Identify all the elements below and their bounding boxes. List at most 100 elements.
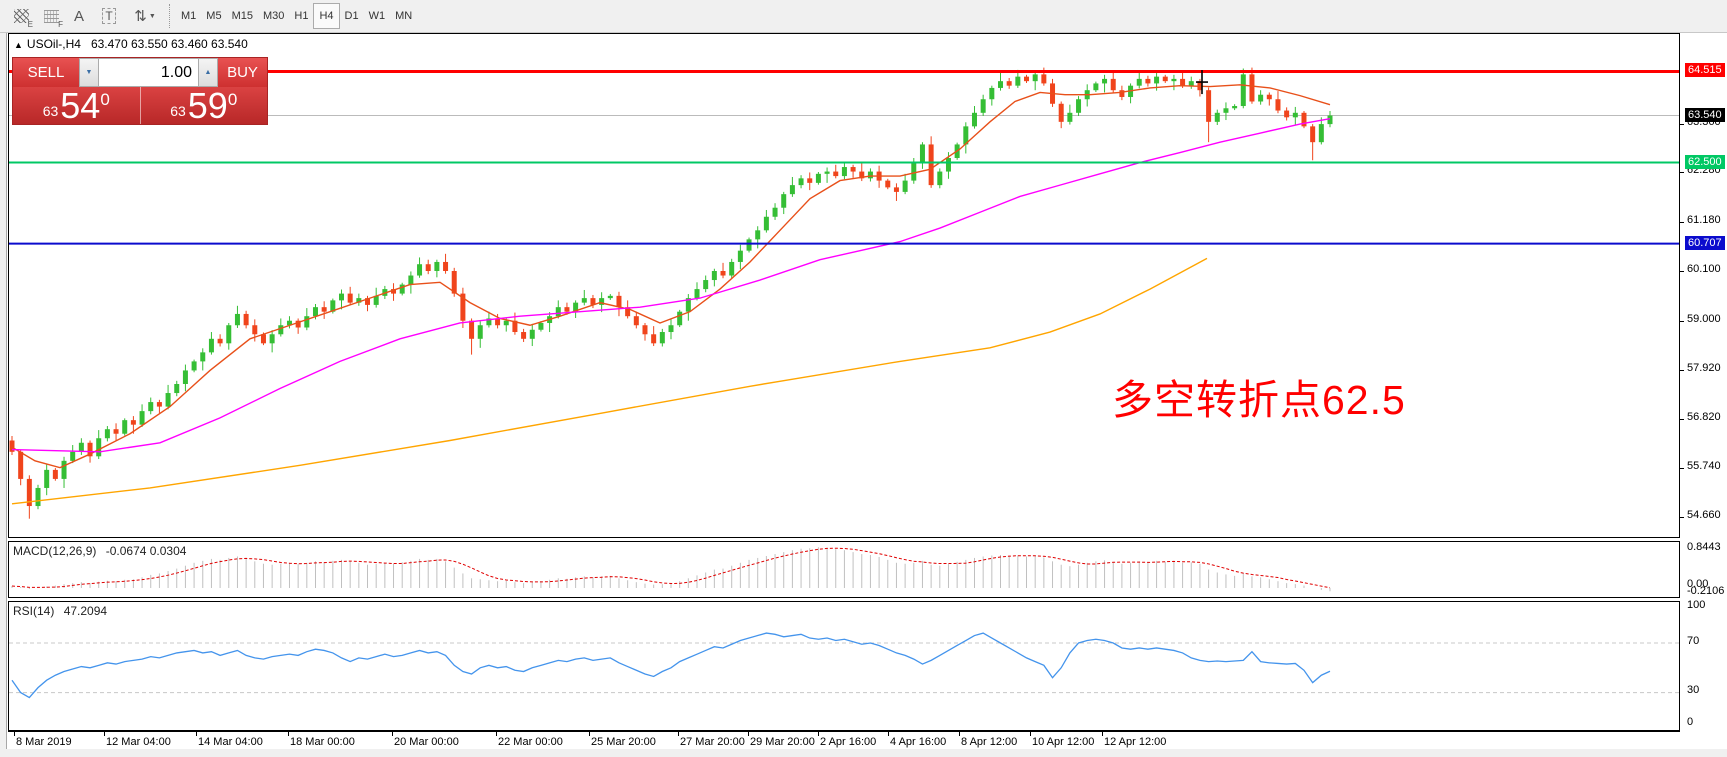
time-tick [1102,732,1103,736]
time-label: 18 Mar 00:00 [290,736,355,748]
timeframe-m5[interactable]: M5 [206,10,222,22]
time-tick [818,732,819,736]
price-label: -0.2106 [1687,585,1725,597]
timeframe-mn[interactable]: MN [395,10,413,22]
price-tick [1680,516,1684,518]
price-label: 55.740 [1687,460,1721,473]
price-label: 30 [1687,684,1700,696]
grid-icon-sub: F [58,20,63,29]
top-toolbar: E F A T ⇅ ▼ M1 M5 M15 M30 H1 H4 D1 W1 MN [0,0,1727,33]
time-label: 8 Mar 2019 [16,736,72,748]
time-label: 8 Apr 12:00 [961,736,1018,748]
price-axis[interactable]: 63.360 62.280 61.180 60.100 59.000 57.920 56.8… [1680,33,1727,732]
price-tick [1680,320,1684,322]
volume-increase-button[interactable]: ▲ [198,58,218,87]
rsi-value: 47.2094 [63,604,108,618]
timeframe-bar: M1 M5 M15 M30 H1 H4 D1 W1 MN [176,3,417,29]
timeframe-m15[interactable]: M15 [231,10,253,22]
price-label: 59.000 [1687,312,1721,325]
cycle-symbols-icon[interactable]: ⇅ ▼ [128,3,162,29]
buy-button[interactable]: BUY [218,58,267,87]
price-label: 0.8443 [1687,541,1721,553]
time-label: 2 Apr 16:00 [820,736,877,748]
bid-prefix: 63 [42,103,59,119]
indicators-icon[interactable]: E [8,3,34,29]
price-tick [1680,222,1684,224]
price-label: 60.100 [1687,263,1721,275]
price-label: 0.00 [1687,578,1709,590]
price-tick [1680,271,1684,272]
time-tick [959,732,960,736]
price-tick [1680,419,1684,421]
volume-input[interactable]: 1.00 [99,58,198,87]
price-label: 100 [1687,599,1706,611]
collapse-triangle-icon[interactable]: ▲ [14,40,23,50]
candlestick-chart-canvas [9,67,1679,519]
price-label: 61.180 [1687,214,1721,227]
bottom-edge-strip [0,749,1727,757]
time-tick [196,732,197,736]
timeframe-w1[interactable]: W1 [368,10,386,22]
main-chart-panel[interactable] [8,33,1680,538]
price-label: 0 [1687,716,1694,728]
indicators-icon-sub: E [27,20,33,29]
time-tick [1030,732,1031,736]
time-label: 12 Mar 04:00 [106,736,171,748]
one-click-trade-panel: SELL ▼ 1.00 ▲ BUY 63 54 0 63 59 0 [12,57,268,125]
toolbar-separator [169,4,170,28]
time-label: 29 Mar 20:00 [750,736,815,748]
ask-prefix: 63 [170,103,186,119]
macd-values: -0.0674 0.0304 [105,544,187,558]
price-tick [1680,123,1684,125]
timeframe-h1[interactable]: H1 [294,10,309,22]
time-label: 10 Apr 12:00 [1032,736,1095,748]
price-tick [1680,369,1684,371]
macd-panel[interactable]: MACD(12,26,9) -0.0674 0.0304 [8,541,1680,598]
text-box-icon[interactable]: T [96,3,122,29]
time-tick [14,732,15,736]
ask-price[interactable]: 63 59 0 [140,85,267,126]
bid-big-digits: 54 [60,85,101,126]
timeframe-h4[interactable]: H4 [313,3,340,29]
time-label: 20 Mar 00:00 [394,736,459,748]
text-label-icon[interactable]: A [66,3,92,29]
ask-superscript: 0 [227,90,238,109]
price-badge: 64.515 [1685,63,1725,78]
letter-t-glyph: T [102,8,116,24]
time-tick [104,732,105,736]
time-label: 22 Mar 00:00 [498,736,563,748]
price-label: 56.820 [1687,411,1721,424]
macd-label: MACD(12,26,9) -0.0674 0.0304 [13,544,186,558]
grid-glyph [43,9,59,23]
rsi-name: RSI(14) [13,604,55,618]
ohlc-values: 63.470 63.550 63.460 63.540 [90,37,248,51]
price-badge: 62.500 [1685,154,1725,169]
dropdown-caret-icon: ▼ [148,12,156,20]
ask-big-digits: 59 [187,85,228,126]
price-label: 57.920 [1687,361,1721,374]
time-label: 25 Mar 20:00 [591,736,656,748]
sell-button[interactable]: SELL [13,58,79,87]
timeframe-m30[interactable]: M30 [262,10,285,22]
time-tick [678,732,679,736]
letter-a-glyph: A [73,7,84,25]
volume-decrease-button[interactable]: ▼ [79,58,99,87]
symbol-header: ▲ USOil-,H4 63.470 63.550 63.460 63.540 [14,37,248,51]
time-tick [496,732,497,736]
price-tick [1680,172,1684,174]
rsi-panel[interactable]: RSI(14) 47.2094 [8,601,1680,731]
time-tick [392,732,393,736]
timeframe-m1[interactable]: M1 [181,10,197,22]
rsi-label: RSI(14) 47.2094 [13,604,107,618]
time-tick [748,732,749,736]
symbol-name: USOil-,H4 [26,37,81,51]
grid-icon[interactable]: F [38,3,64,29]
macd-name: MACD(12,26,9) [13,544,97,558]
time-label: 27 Mar 20:00 [680,736,745,748]
rsi-canvas [9,632,1679,699]
time-axis[interactable]: 8 Mar 2019 12 Mar 04:00 14 Mar 04:00 18 Mar… [8,731,1680,749]
bid-price[interactable]: 63 54 0 [13,87,141,124]
timeframe-d1[interactable]: D1 [344,10,359,22]
price-badge: 60.707 [1685,235,1725,250]
bid-superscript: 0 [100,90,110,109]
